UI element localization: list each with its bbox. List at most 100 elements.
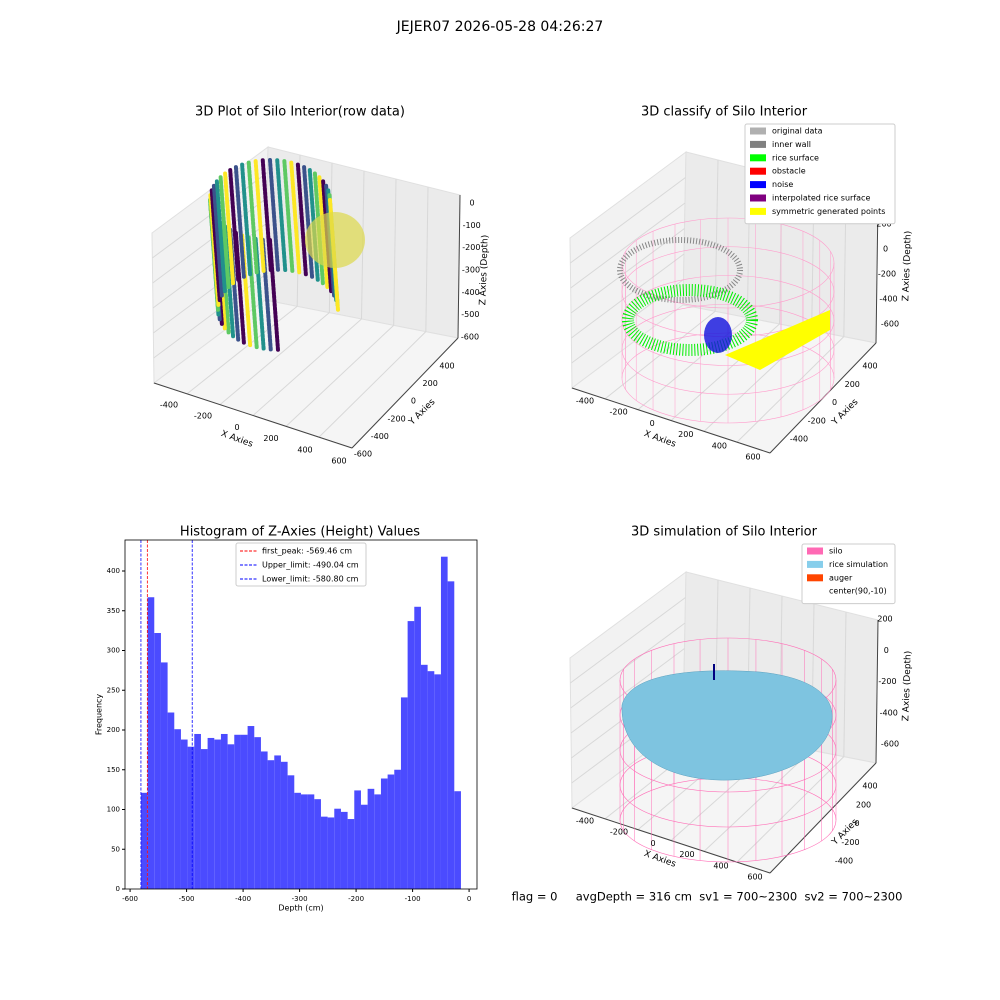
point-column [295,162,308,277]
bar [440,556,448,889]
bar [414,606,421,889]
bar [147,597,155,889]
z-tick-label: 0 [884,646,889,655]
bar [254,737,261,889]
pane-grid [219,312,330,406]
panel-title: 3D Plot of Silo Interior(row data) [195,105,405,120]
z-axis-label: Z Axies (Depth) [901,231,913,302]
bar [320,816,328,889]
legend-box [235,542,367,587]
bar [434,674,441,889]
y-tick-label: 200 [423,379,438,388]
x-tick-label: -400 [576,817,594,826]
legend-label: original data [772,127,823,136]
y-tick-label: -200 [841,838,859,847]
point-column [209,188,222,303]
point-column [240,162,253,277]
x-tick-label: 600 [747,873,762,882]
legend-swatch [750,167,766,175]
bar [247,726,255,889]
z-tick-label: -300 [462,266,480,275]
legend-swatch [750,181,766,189]
bar [267,760,275,889]
x-tick-label: -500 [179,895,195,903]
point-column [275,158,288,273]
legend-label: Upper_limit: -490.04 cm [262,561,359,570]
y-tick-label: 50 [111,845,120,853]
axis-line [571,387,771,454]
point-column [302,165,315,280]
axis-line [875,619,879,764]
y-tick-label: 0 [832,398,837,407]
bar [160,662,168,889]
pane-grid [570,597,686,684]
z-axis-label: Z Axies (Depth) [478,235,490,306]
axes-frame [124,539,478,890]
panel-title: 3D simulation of Silo Interior [631,525,818,540]
bar [427,671,435,889]
bar [227,744,235,889]
bar [154,633,161,889]
pane-grid [285,324,395,427]
bar [314,799,321,889]
panel-title: 3D classify of Silo Interior [641,105,808,120]
y-tick-label: 0 [854,819,859,828]
bar [360,804,368,889]
bar [260,751,268,889]
z-tick-label: -200 [878,677,896,686]
bar [140,792,148,889]
legend-label: noise [772,180,793,189]
point-column [211,183,224,298]
y-tick-label: 350 [107,607,120,615]
axis-line [351,337,459,449]
y-tick-label: 400 [862,782,877,791]
pane-grid [570,648,685,734]
x-tick-label: 0 [467,895,471,903]
x-tick-label: 400 [713,861,728,870]
point-column [253,159,266,274]
bar [454,791,461,889]
bar [327,817,335,889]
y-tick-label: -400 [790,435,808,444]
legend-label: symmetric generated points [772,207,885,216]
legend-swatch [807,574,823,582]
y-tick-label: -600 [354,450,372,459]
point-column [214,179,227,294]
figure-title: JEJER07 2026-05-28 04:26:27 [396,19,604,35]
z-tick-label: -600 [881,740,899,749]
pane-grid [153,248,267,334]
pane-grid [318,331,427,438]
bar [420,664,428,889]
bar [194,733,201,889]
y-tick-label: 300 [107,647,120,655]
x-tick-label: 600 [331,457,346,466]
legend-swatch [750,154,766,162]
z-tick-label: 0 [469,199,474,208]
axis-line [769,762,877,874]
bar [274,755,281,889]
pane-grid [570,622,686,709]
legend-label: center(90,-10) [829,587,887,596]
bar [400,697,408,889]
legend-label: rice surface [772,153,819,162]
x-tick-label: 600 [745,453,760,462]
bar [380,778,388,889]
legend-swatch [750,127,766,135]
legend-swatch [807,547,823,555]
pane-grid [736,756,845,863]
pane-grid [714,159,719,312]
point-column [233,165,246,280]
x-tick-label: -300 [292,895,308,903]
pane-grid [736,336,845,443]
point-column [223,171,236,286]
pane-grid [843,611,847,757]
pane-grid [570,177,686,264]
bar [394,769,401,889]
pane-grid [252,318,362,416]
y-tick-label: 200 [856,800,871,809]
y-tick-label: -400 [371,432,389,441]
point-column [260,158,273,273]
y-tick-label: 0 [116,885,120,893]
bar [340,811,348,889]
